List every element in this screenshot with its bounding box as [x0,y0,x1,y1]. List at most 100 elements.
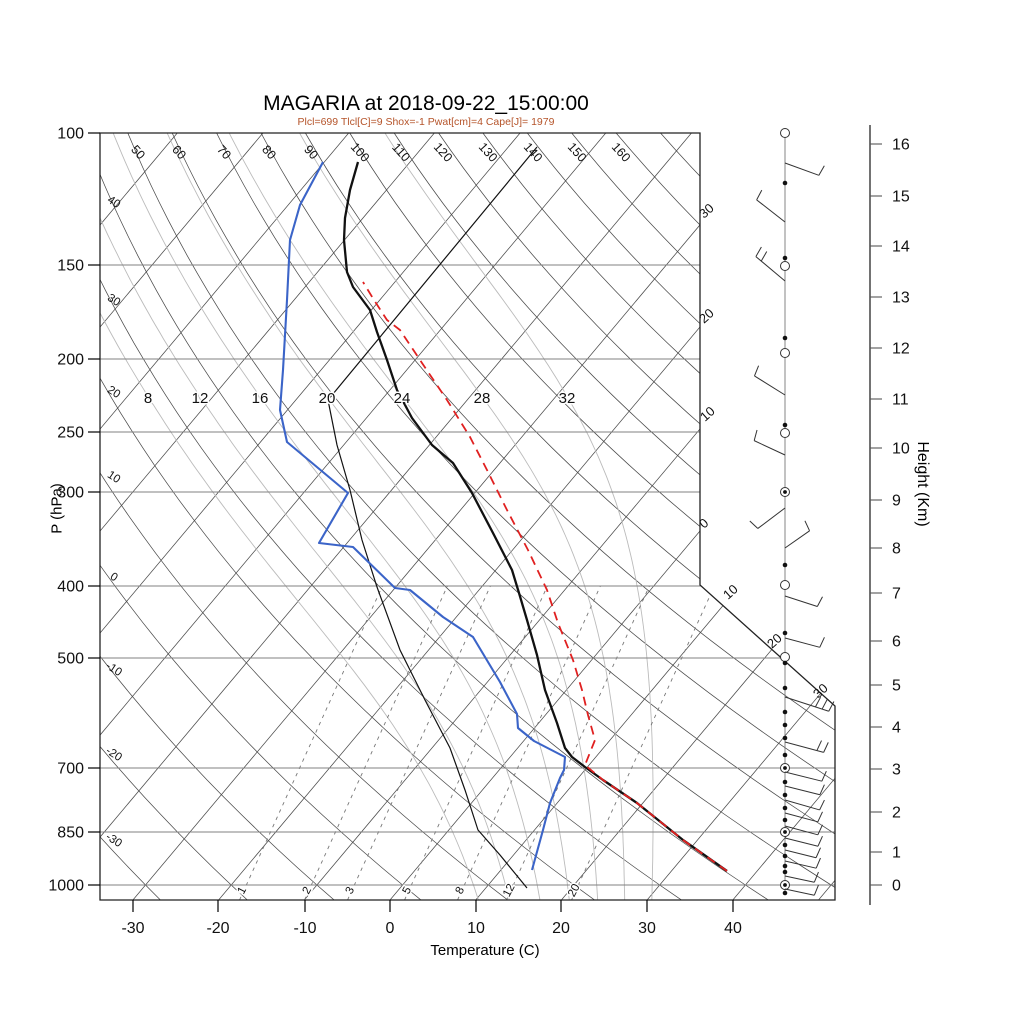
dry-adiabat-label: 110 [389,140,413,164]
wind-barb-tick [817,811,823,823]
dry-adiabat-line [615,133,835,900]
dry-adiabat-label: 140 [521,140,545,165]
moist-adiabat-label: 24 [394,390,411,407]
temperature-axis-label: Temperature (C) [430,942,540,959]
wind-level-dot [782,817,788,823]
wind-barb-tick [817,824,823,836]
wind-level-dot [782,660,788,666]
temperature-tick-label: 20 [552,920,570,937]
temperature-curve [342,161,728,872]
pressure-tick-label: 500 [57,651,84,668]
moist-adiabat-label: 16 [252,390,269,407]
wind-level-circle [780,261,790,271]
dry-adiabat-label: 70 [214,142,234,162]
dry-adiabat-label: 10 [105,469,122,486]
wind-level-dot [782,890,788,896]
dry-adiabat-label: 30 [105,292,122,309]
height-tick-label: 16 [892,137,910,154]
dry-adiabat-line [100,133,512,900]
isotherm-edge-label: 10 [720,581,741,602]
moist-adiabat-label: 28 [474,390,491,407]
isotherm-line [724,133,835,900]
moist-adiabat-line [111,133,542,900]
dry-adiabat-line [100,133,338,900]
wind-level-dot [783,490,787,494]
dry-adiabat-label: 150 [565,140,589,165]
wind-level-dot [782,562,788,568]
isotherm-line [552,133,835,900]
height-tick-label: 8 [892,541,901,558]
moist-adiabat-label: 32 [559,390,576,407]
dry-adiabat-line [127,133,835,900]
wind-barb-tick [817,835,823,847]
mixing-ratio-line [347,585,491,900]
wind-barb-tick [813,871,819,883]
isotherm-line [809,133,835,900]
wind-barb-stem [784,771,822,782]
wind-barb-stem [784,741,824,753]
wind-barb-tick [819,637,825,648]
wind-barb-stem [784,825,818,836]
wind-barb-tick [813,884,819,896]
isotherm-line [209,133,835,900]
wind-barb-tick [819,784,825,795]
dry-adiabat-label: 80 [259,142,279,162]
wind-level-circle [780,348,790,358]
wind-barb-stem [757,507,786,529]
height-tick-label: 1 [892,845,901,862]
wind-barb-tick [756,189,763,201]
dry-adiabat-line [100,133,164,900]
isotherm-line [467,133,835,900]
wind-level-circle [780,580,790,590]
dry-adiabat-line [349,133,835,900]
wind-level-dot [782,630,788,636]
pressure-tick-label: 1000 [48,878,84,895]
wind-barb-tick [816,596,823,607]
wind-barb-stem [784,860,817,869]
wind-barb-stem [784,837,819,847]
height-tick-label: 3 [892,762,901,779]
height-tick-label: 10 [892,441,910,458]
moist-adiabat-label: 20 [319,390,336,407]
temperature-tick-label: -10 [293,920,316,937]
dry-adiabat-label: 20 [105,384,122,401]
pressure-tick-label: 700 [57,761,84,778]
dry-adiabat-label: 60 [169,142,189,162]
wind-barb-tick [821,699,828,710]
dry-adiabat-line [660,133,835,900]
dry-adiabat-label: -30 [103,831,123,850]
wind-barb-stem [784,849,817,859]
wind-level-circle [780,128,790,138]
pressure-tick-label: 100 [57,126,84,143]
isotherm-edge-label: 30 [696,200,717,221]
height-tick-label: 14 [892,239,910,256]
height-tick-label: 5 [892,678,901,695]
wind-level-dot [782,863,788,869]
wind-level-dot [782,842,788,848]
height-tick-label: 4 [892,720,901,737]
dry-adiabat-label: 0 [108,571,120,585]
dry-adiabat-label: 90 [301,142,321,162]
wind-barb-stem [784,696,829,712]
height-tick-label: 7 [892,586,901,603]
dry-adiabat-line [171,133,835,900]
pressure-tick-label: 150 [57,258,84,275]
wind-barb-stem [784,595,818,607]
temperature-tick-label: 40 [724,920,742,937]
wind-barb-stem [784,785,821,796]
wind-barb-tick [828,701,835,712]
wind-barb-tick [818,165,825,176]
temperature-tick-label: 10 [467,920,485,937]
wind-barb-stem [784,812,818,823]
dry-adiabat-line [260,133,835,900]
dry-adiabat-label: 100 [348,140,372,165]
sounding-parameters: Plcl=699 Tlcl[C]=9 Shox=-1 Pwat[cm]=4 Ca… [297,116,555,128]
wind-barb-tick [753,429,758,441]
isotherm-line [124,133,789,900]
wind-barb-tick [815,857,821,869]
isotherm-line [100,133,189,900]
moist-adiabat-line [100,133,512,900]
dry-adiabat-line [438,133,835,900]
dry-adiabat-line [527,133,835,900]
